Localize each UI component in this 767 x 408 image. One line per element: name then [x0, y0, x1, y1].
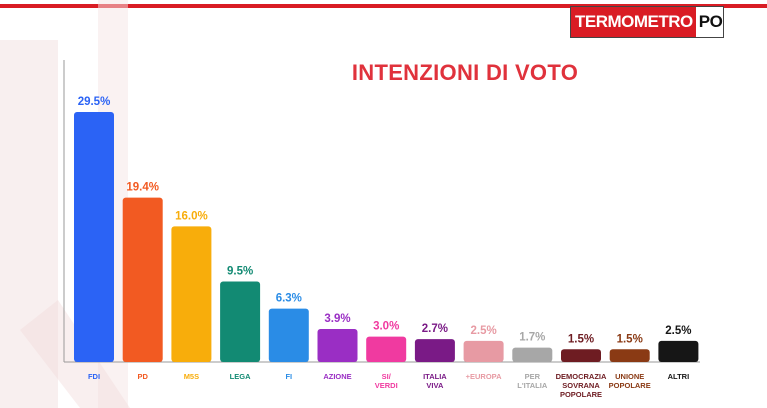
- category-label-2: M5S: [184, 372, 199, 381]
- category-label-1: PD: [137, 372, 148, 381]
- termometro-politico-logo: TERMOMETRO POLITICO: [570, 6, 724, 38]
- category-label-line: M5S: [184, 372, 199, 381]
- bar-3: [220, 281, 261, 362]
- category-label-line: SI/: [382, 372, 392, 381]
- category-label-line: VIVA: [426, 381, 444, 390]
- bar-1: [122, 197, 163, 362]
- category-label-line: POPOLARE: [560, 390, 602, 399]
- category-label-line: +EUROPA: [466, 372, 502, 381]
- bar-value-label-2: 16.0%: [175, 210, 208, 222]
- category-label-line: FDI: [88, 372, 100, 381]
- category-label-4: FI: [285, 372, 292, 381]
- bar-value-label-0: 29.5%: [78, 96, 111, 108]
- category-label-3: LEGA: [230, 372, 251, 381]
- category-label-line: PER: [525, 372, 541, 381]
- category-label-9: PER L'ITALIA: [517, 372, 548, 390]
- logo-part-politico: POLITICO: [695, 7, 723, 37]
- bar-value-label-6: 3.0%: [373, 321, 399, 333]
- bar-value-label-10: 1.5%: [568, 333, 594, 345]
- category-label-line: ITALIA: [423, 372, 447, 381]
- category-label-7: ITALIA VIVA: [423, 372, 447, 390]
- category-label-11: UNIONE POPOLARE: [609, 372, 651, 390]
- bar-value-label-9: 1.7%: [519, 332, 545, 344]
- bar-value-label-4: 6.3%: [276, 293, 302, 305]
- category-label-line: ALTRI: [668, 372, 690, 381]
- category-label-line: L'ITALIA: [517, 381, 548, 390]
- category-label-line: VERDI: [375, 381, 398, 390]
- category-label-8: +EUROPA: [466, 372, 502, 381]
- category-label-line: UNIONE: [615, 372, 644, 381]
- category-label-line: DEMOCRAZIA: [556, 372, 607, 381]
- bar-value-label-5: 3.9%: [324, 313, 350, 325]
- bar-6: [366, 336, 407, 362]
- bar-2: [171, 226, 212, 362]
- bar-value-label-7: 2.7%: [422, 323, 448, 335]
- category-label-10: DEMOCRAZIA SOVRANA POPOLARE: [556, 372, 607, 399]
- category-label-line: SOVRANA: [562, 381, 600, 390]
- category-label-6: SI/VERDI: [375, 372, 398, 390]
- bar-9: [512, 347, 553, 362]
- category-label-line: POPOLARE: [609, 381, 651, 390]
- bar-8: [463, 340, 504, 362]
- chart-title: INTENZIONI DI VOTO: [351, 60, 579, 85]
- category-label-line: PD: [137, 372, 148, 381]
- category-label-line: LEGA: [230, 372, 251, 381]
- category-label-12: ALTRI: [668, 372, 690, 381]
- bar-value-label-3: 9.5%: [227, 265, 253, 277]
- bar-0: [74, 112, 114, 362]
- bar-10: [561, 349, 601, 362]
- bar-value-label-8: 2.5%: [470, 325, 496, 337]
- bar-11: [609, 349, 650, 362]
- category-label-line: FI: [285, 372, 292, 381]
- top-accent-rule: [0, 4, 767, 8]
- bar-value-label-1: 19.4%: [126, 182, 159, 194]
- bar-4: [268, 308, 309, 362]
- bar-5: [317, 328, 358, 362]
- bar-7: [414, 339, 455, 362]
- bar-12: [658, 340, 699, 362]
- category-label-5: AZIONE: [323, 372, 351, 381]
- bar-value-label-12: 2.5%: [665, 325, 691, 337]
- logo-part-termometro: TERMOMETRO: [571, 7, 696, 37]
- bar-value-label-11: 1.5%: [617, 333, 643, 345]
- category-label-line: AZIONE: [323, 372, 351, 381]
- category-label-0: FDI: [88, 372, 100, 381]
